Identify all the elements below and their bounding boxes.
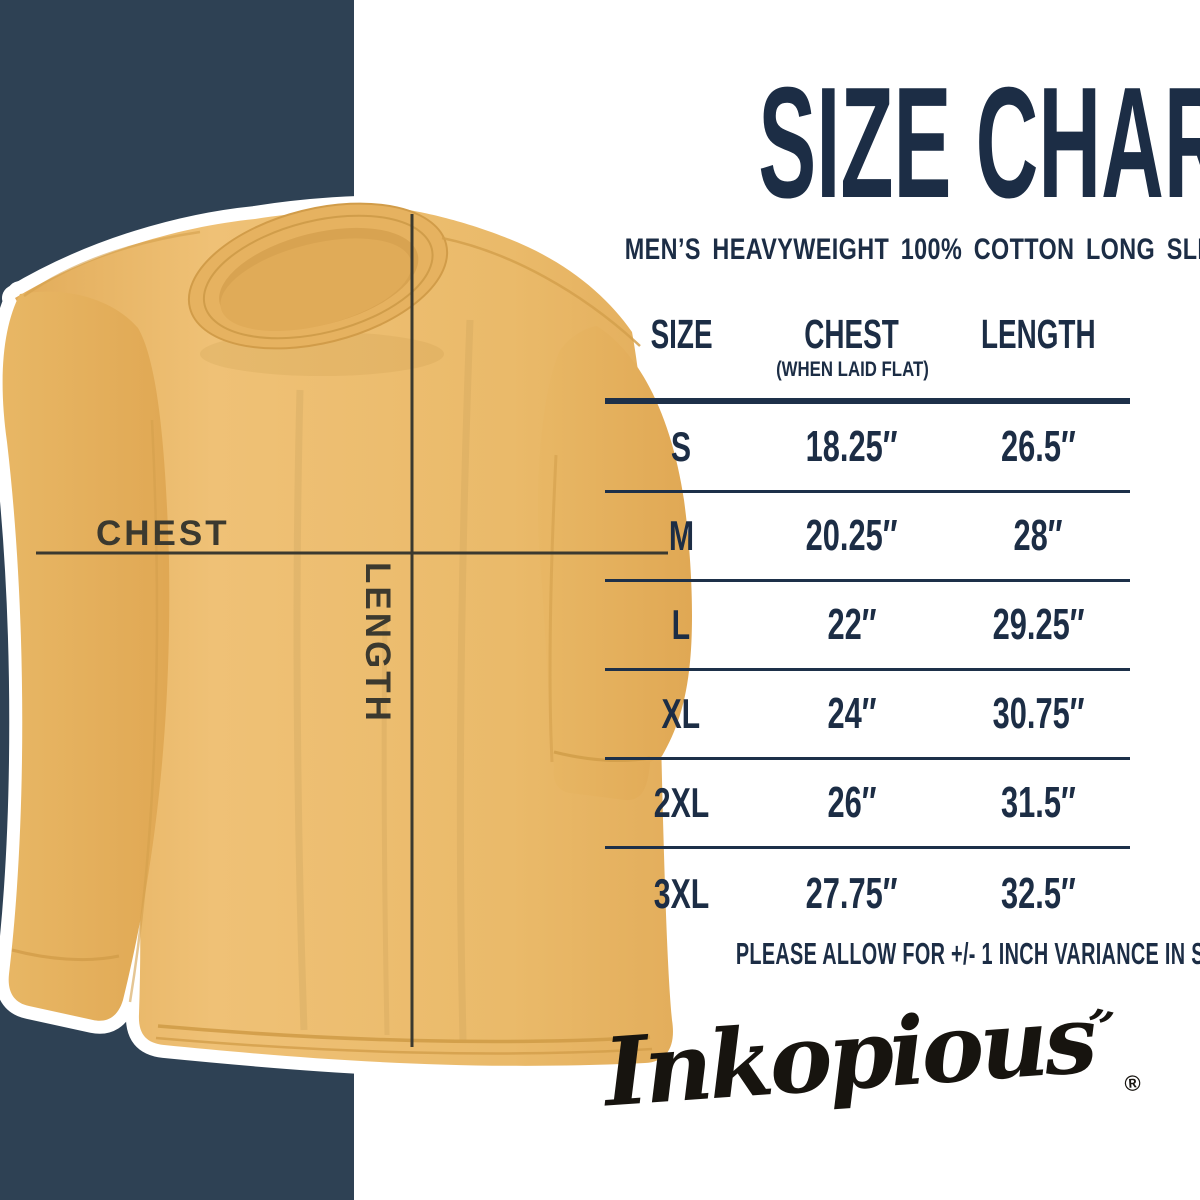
cell-size: M xyxy=(668,512,694,559)
table-row: L 22″ 29.25″ xyxy=(605,582,1130,671)
cell-length: 32.5″ xyxy=(1000,868,1076,918)
cell-size: S xyxy=(671,423,692,470)
column-header-chest: CHEST (WHEN LAID FLAT) xyxy=(776,311,930,382)
size-table-body: S 18.25″ 26.5″ M 20.25″ 28″ L 22″ 29.25″… xyxy=(605,404,1130,938)
right-shoulder-seam xyxy=(441,236,641,347)
shirt-left-sleeve xyxy=(2,291,170,1021)
column-header-chest-sub: (WHEN LAID FLAT) xyxy=(776,358,930,382)
variance-note-text: PLEASE ALLOW FOR +/- 1 INCH VARIANCE IN … xyxy=(735,936,1200,971)
cell-chest: 24″ xyxy=(827,689,877,738)
cell-size: XL xyxy=(661,690,701,737)
table-row: 3XL 27.75″ 32.5″ xyxy=(605,849,1130,938)
cell-size: L xyxy=(671,601,691,648)
table-row: XL 24″ 30.75″ xyxy=(605,671,1130,760)
table-row: M 20.25″ 28″ xyxy=(605,493,1130,582)
cell-chest: 20.25″ xyxy=(805,511,898,560)
size-table: SIZE CHEST (WHEN LAID FLAT) LENGTH S 18.… xyxy=(605,311,1130,938)
length-label: LENGTH xyxy=(358,562,397,724)
registered-trademark-icon: ® xyxy=(1123,1070,1142,1097)
page-title: SIZE CHART xyxy=(545,64,1200,222)
cell-chest: 22″ xyxy=(827,600,877,649)
shirt-body xyxy=(15,208,673,1066)
product-subtitle-text: MEN’S HEAVYWEIGHT 100% COTTON LONG SLEEV… xyxy=(624,233,1200,266)
header-divider-rule xyxy=(605,398,1130,404)
cell-length: 30.75″ xyxy=(992,689,1085,738)
product-subtitle: MEN’S HEAVYWEIGHT 100% COTTON LONG SLEEV… xyxy=(535,233,1200,267)
size-table-header: SIZE CHEST (WHEN LAID FLAT) LENGTH xyxy=(605,311,1130,398)
cell-chest: 27.75″ xyxy=(805,868,898,918)
table-row: 2XL 26″ 31.5″ xyxy=(605,760,1130,849)
column-header-size: SIZE xyxy=(650,311,713,357)
variance-note: PLEASE ALLOW FOR +/- 1 INCH VARIANCE IN … xyxy=(595,936,1200,972)
measurement-guides: CHEST LENGTH xyxy=(36,214,668,1047)
left-shoulder-seam xyxy=(23,230,201,298)
cell-chest: 18.25″ xyxy=(805,422,898,471)
table-row: S 18.25″ 26.5″ xyxy=(605,404,1130,493)
column-header-length: LENGTH xyxy=(980,311,1096,357)
cell-size: 3XL xyxy=(653,869,709,917)
cell-chest: 26″ xyxy=(827,778,877,827)
cell-size: 2XL xyxy=(653,779,709,826)
chest-label: CHEST xyxy=(96,514,230,553)
cell-length: 29.25″ xyxy=(992,600,1085,649)
page-title-text: SIZE CHART xyxy=(758,55,1200,231)
cell-length: 31.5″ xyxy=(1000,778,1076,827)
cell-length: 28″ xyxy=(1013,511,1063,560)
shirt-collar xyxy=(187,202,449,350)
cell-length: 26.5″ xyxy=(1000,422,1076,471)
